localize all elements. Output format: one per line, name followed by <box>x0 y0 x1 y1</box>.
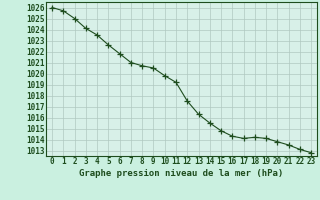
X-axis label: Graphe pression niveau de la mer (hPa): Graphe pression niveau de la mer (hPa) <box>79 169 284 178</box>
